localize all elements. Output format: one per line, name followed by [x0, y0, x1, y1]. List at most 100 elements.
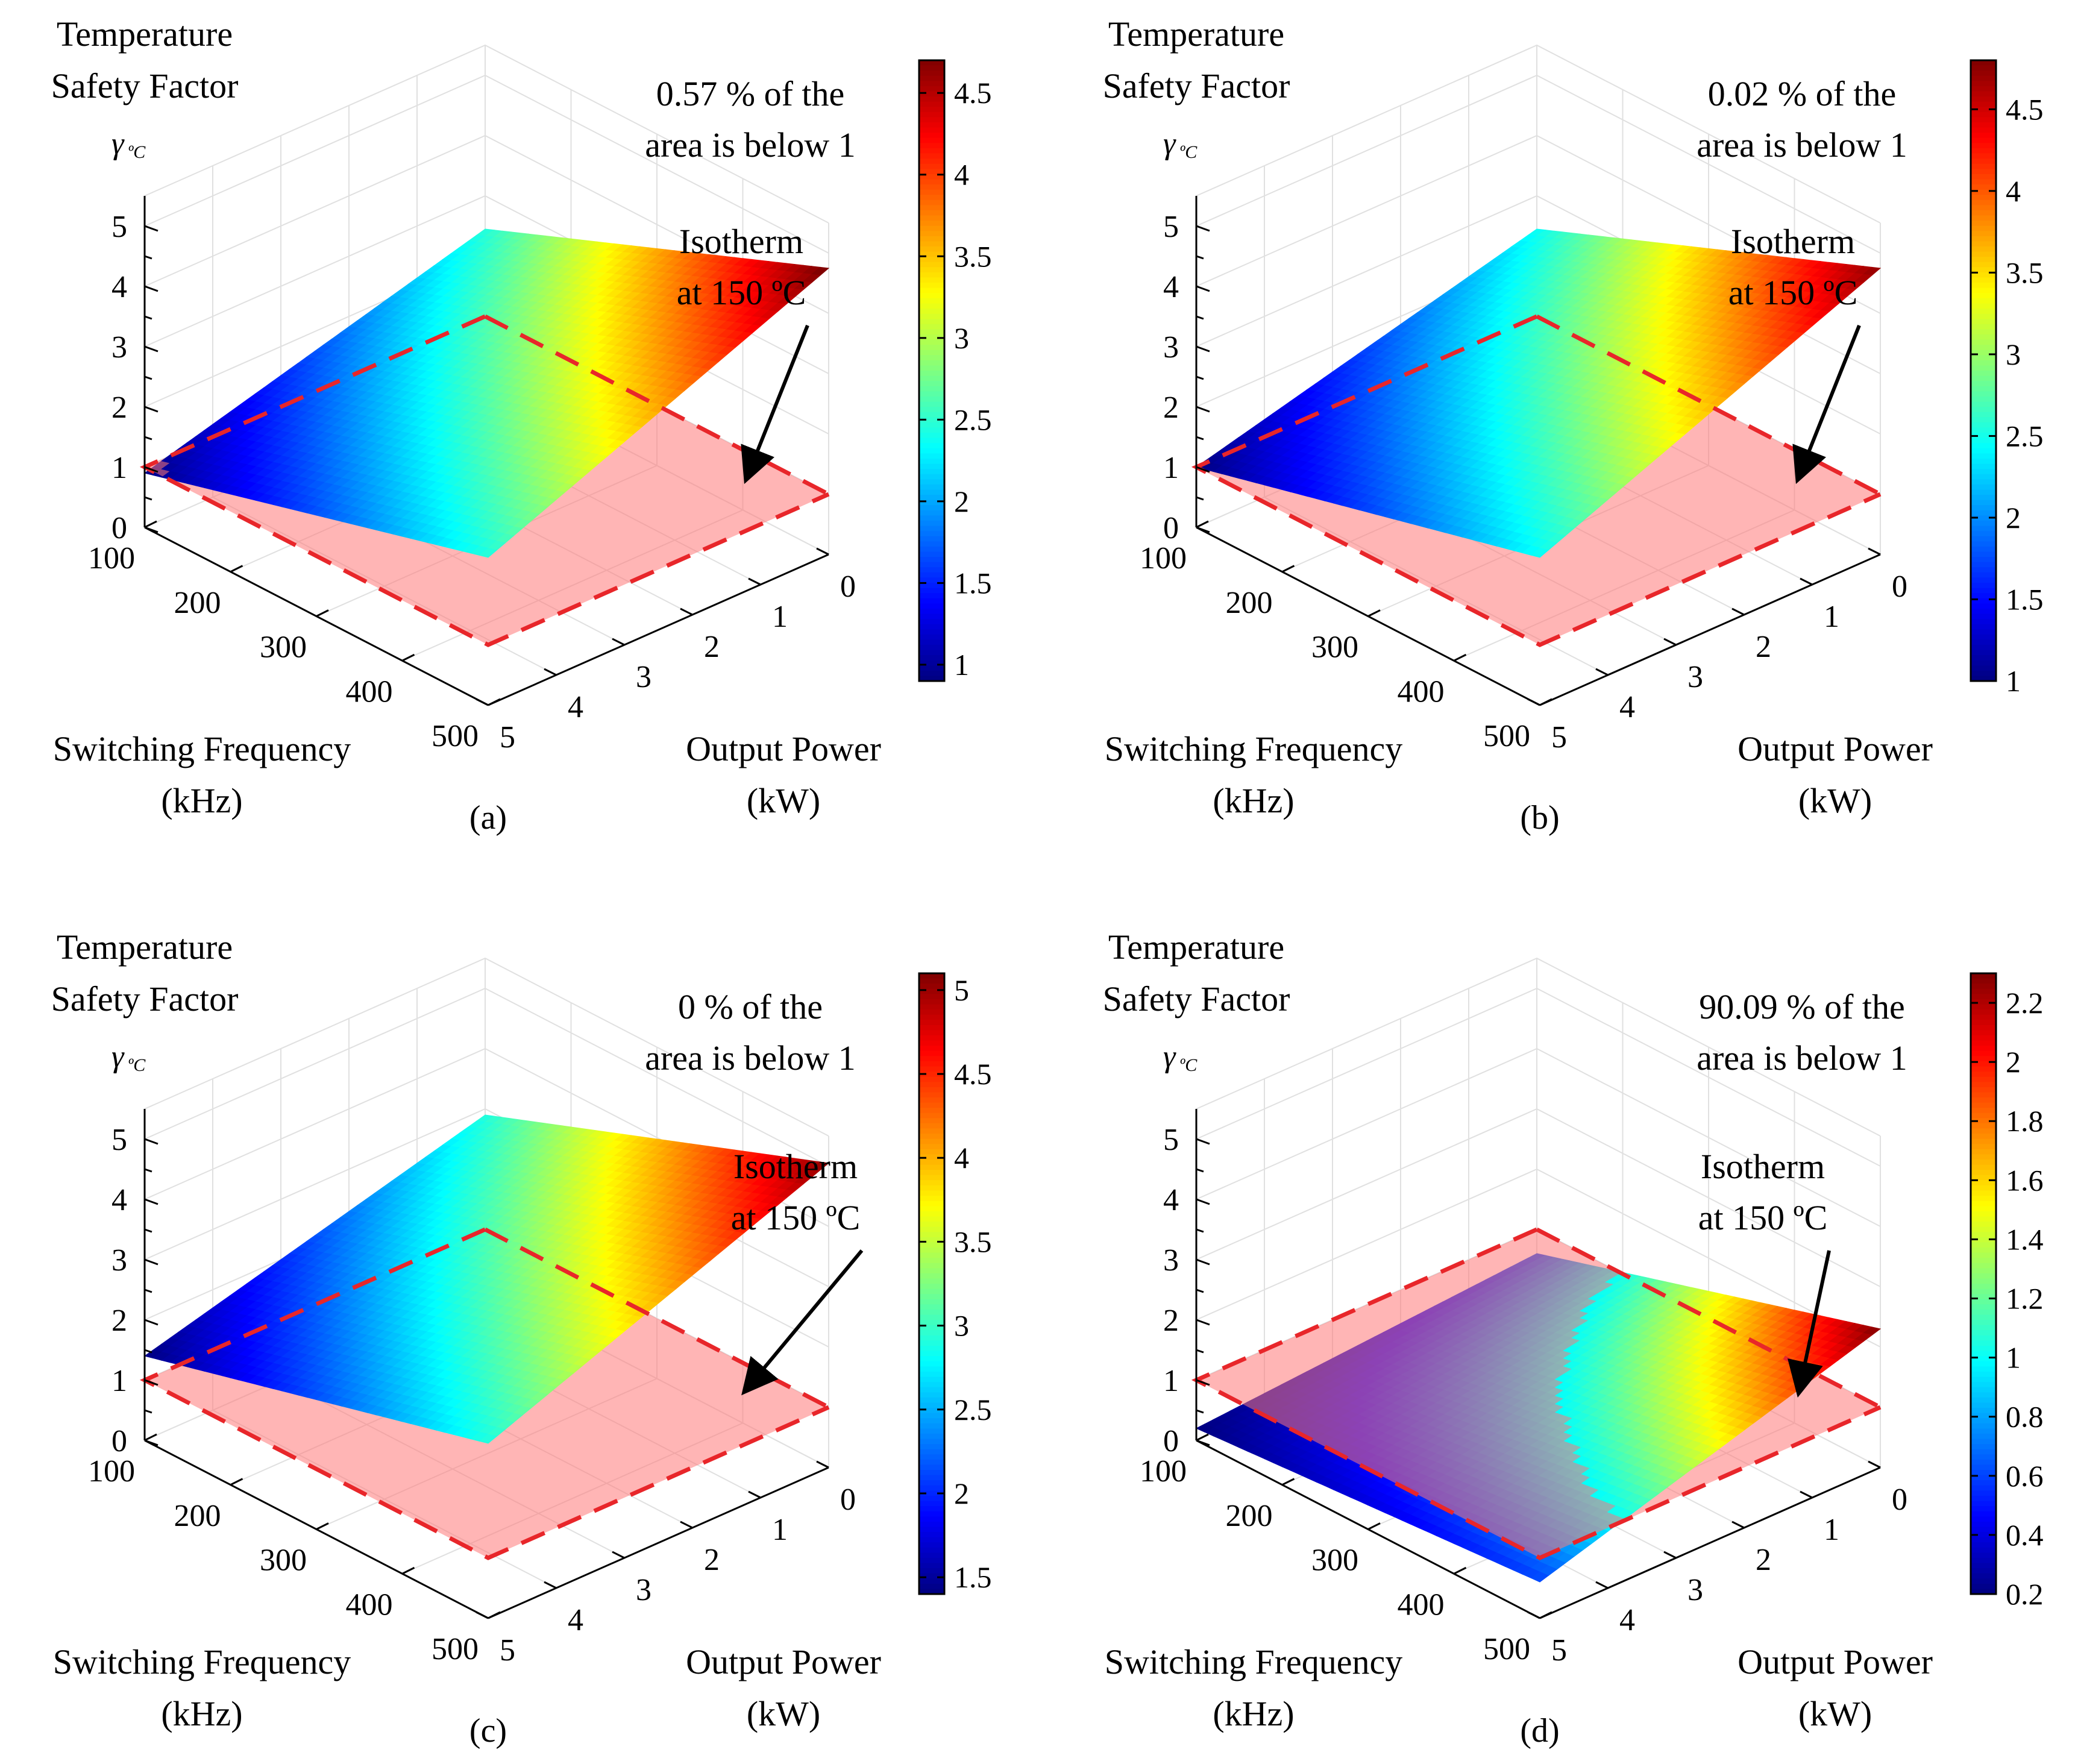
z-tick-label: 4	[111, 270, 127, 304]
z-title-line-2: Safety Factor	[1103, 66, 1290, 105]
frequency-tick-label: 500	[432, 1632, 479, 1666]
power-tick-label: 3	[1687, 660, 1703, 694]
colorbar: 11.522.533.544.5	[919, 60, 992, 682]
frequency-tick-label: 200	[174, 586, 221, 620]
z-tick-label: 2	[1163, 391, 1179, 425]
power-tick-label: 0	[840, 1483, 856, 1517]
colorbar-tick-label: 2.2	[2006, 986, 2044, 1020]
surface	[1196, 1229, 1880, 1582]
z-tick-label: 2	[111, 1304, 127, 1338]
colorbar-tick-label: 2	[954, 485, 969, 518]
isotherm-label-line-2: at 150 ºC	[731, 1198, 861, 1237]
frequency-tick-label: 200	[1226, 586, 1273, 620]
colorbar: 1.522.533.544.55	[919, 973, 992, 1595]
colorbar-tick-label: 1	[2006, 664, 2021, 698]
colorbar-tick-label: 2.5	[954, 1393, 992, 1427]
power-tick-label: 0	[840, 570, 856, 604]
colorbar-tick-label: 1.5	[954, 1560, 992, 1594]
area-note-line-1: 0.57 % of the	[656, 74, 845, 113]
colorbar-tick-label: 3	[954, 1309, 969, 1343]
z-title-line-1: Temperature	[1108, 14, 1284, 54]
panel-letter: (b)	[1520, 799, 1559, 836]
z-title-line-1: Temperature	[57, 928, 233, 967]
panel-letter: (d)	[1520, 1712, 1559, 1750]
z-symbol: γ	[1163, 127, 1176, 161]
frequency-tick-label: 400	[346, 674, 393, 709]
x-axis-label-line-2: (kHz)	[161, 1694, 242, 1733]
x-axis-label-line-1: Switching Frequency	[1105, 729, 1403, 768]
z-title-line-2: Safety Factor	[51, 979, 239, 1019]
colorbar-tick-label: 0.8	[2006, 1400, 2044, 1434]
x-axis-label-line-2: (kHz)	[1213, 781, 1294, 820]
z-tick-label: 1	[1163, 451, 1179, 485]
area-note-line-2: area is below 1	[645, 125, 855, 165]
z-tick-label: 5	[111, 1123, 127, 1157]
z-tick-label: 4	[1163, 1183, 1179, 1217]
colorbar-tick-label: 2	[2006, 1045, 2021, 1079]
power-tick-label: 3	[636, 1573, 651, 1607]
colorbar-tick-label: 0.2	[2006, 1577, 2044, 1611]
frequency-tick-label: 100	[1140, 541, 1187, 576]
power-tick-label: 2	[704, 1543, 720, 1577]
colorbar-tick-label: 0.4	[2006, 1518, 2044, 1552]
colorbar-tick-label: 1	[954, 648, 969, 682]
colorbar-tick-label: 2.5	[954, 403, 992, 436]
colorbar-tick-label: 4	[2006, 174, 2021, 208]
z-symbol-subscript: ºC	[128, 1055, 146, 1075]
z-title-line-2: Safety Factor	[1103, 979, 1290, 1019]
z-tick-label: 1	[111, 1364, 127, 1398]
y-axis-label-line-2: (kW)	[747, 781, 820, 820]
z-tick-label: 3	[111, 1243, 127, 1278]
panel-letter: (c)	[469, 1712, 507, 1750]
power-tick-label: 4	[568, 1603, 583, 1637]
frequency-tick-label: 400	[1398, 674, 1445, 709]
power-tick-label: 4	[568, 690, 583, 724]
z-tick-label: 3	[111, 330, 127, 365]
isotherm-label-line-2: at 150 ºC	[677, 273, 806, 312]
frequency-tick-label: 300	[260, 630, 307, 665]
area-note-line-2: area is below 1	[1697, 125, 1907, 165]
z-tick-label: 5	[1163, 1123, 1179, 1157]
z-tick-label: 5	[111, 210, 127, 244]
area-note-line-2: area is below 1	[1697, 1038, 1907, 1078]
isotherm-label-line-2: at 150 ºC	[1728, 273, 1858, 312]
x-axis-label-line-1: Switching Frequency	[53, 729, 351, 768]
z-symbol: γ	[111, 127, 125, 161]
power-tick-label: 4	[1619, 1603, 1635, 1637]
colorbar-tick-label: 4.5	[954, 1057, 992, 1091]
z-title-line-1: Temperature	[57, 14, 233, 54]
isotherm-label-line-2: at 150 ºC	[1698, 1198, 1828, 1237]
colorbar-tick-label: 3	[954, 321, 969, 355]
x-axis-label-line-2: (kHz)	[1213, 1694, 1294, 1733]
frequency-tick-label: 100	[88, 541, 135, 576]
z-tick-label: 2	[111, 391, 127, 425]
power-tick-label: 1	[772, 1513, 788, 1547]
frequency-tick-label: 300	[260, 1543, 307, 1578]
z-title-line-1: Temperature	[1108, 928, 1284, 967]
colorbar-tick-label: 1	[2006, 1341, 2021, 1375]
isotherm-label-line-1: Isotherm	[733, 1147, 858, 1186]
colorbar-tick-label: 2	[954, 1477, 969, 1510]
colorbar-tick-label: 1.4	[2006, 1222, 2044, 1256]
z-tick-label: 5	[1163, 210, 1179, 244]
colorbar-tick-label: 3.5	[954, 1225, 992, 1258]
frequency-tick-label: 300	[1311, 1543, 1358, 1578]
power-tick-label: 5	[500, 1633, 515, 1668]
power-tick-label: 2	[1756, 1543, 1771, 1577]
z-symbol: γ	[1163, 1040, 1176, 1074]
panel-b: 012345100200300400500012345TemperatureSa…	[1103, 14, 2044, 836]
area-note-line-2: area is below 1	[645, 1038, 855, 1078]
y-axis-label-line-2: (kW)	[1798, 781, 1872, 820]
y-axis-label-line-2: (kW)	[1798, 1694, 1872, 1733]
frequency-tick-label: 100	[1140, 1454, 1187, 1489]
colorbar-tick-label: 3.5	[2006, 256, 2044, 289]
power-tick-label: 5	[500, 720, 515, 755]
power-tick-label: 5	[1551, 1633, 1567, 1668]
z-tick-label: 0	[111, 1424, 127, 1458]
power-tick-label: 1	[772, 600, 788, 634]
x-axis-label-line-1: Switching Frequency	[53, 1642, 351, 1681]
z-tick-label: 3	[1163, 1243, 1179, 1278]
colorbar: 11.522.533.544.5	[1971, 60, 2044, 698]
panel-letter: (a)	[469, 799, 507, 836]
